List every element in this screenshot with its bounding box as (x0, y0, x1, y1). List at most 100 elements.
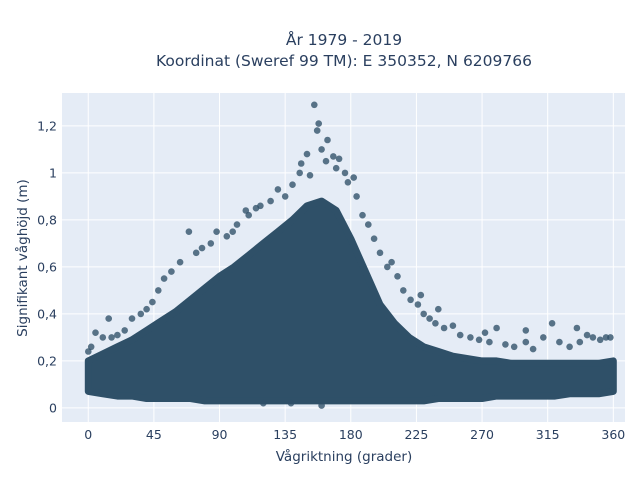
data-point (493, 324, 500, 332)
data-point (365, 221, 372, 228)
x-tick-label: 360 (601, 427, 625, 442)
data-point (137, 310, 145, 318)
data-point (350, 174, 358, 181)
data-point (105, 315, 112, 322)
data-point (573, 324, 581, 332)
x-tick-label: 225 (404, 427, 428, 442)
data-point (376, 249, 384, 257)
data-point (289, 181, 296, 188)
data-point (192, 249, 200, 257)
data-point (394, 273, 401, 280)
data-point (185, 228, 193, 235)
data-point (315, 120, 323, 127)
data-point (335, 155, 343, 163)
x-tick-label: 180 (339, 427, 363, 442)
data-point (252, 204, 260, 212)
data-point (486, 338, 493, 346)
data-point (318, 146, 325, 153)
x-tick-label: 135 (273, 427, 297, 442)
y-tick-label: 0 (49, 400, 57, 415)
data-point (229, 228, 236, 235)
dense-point-cloud (84, 197, 617, 405)
data-point (287, 399, 295, 407)
data-point (318, 402, 325, 409)
data-point (176, 258, 184, 266)
data-point (417, 291, 425, 299)
data-point (296, 169, 304, 177)
data-point (108, 334, 115, 341)
data-point (400, 287, 407, 294)
data-point (324, 136, 331, 144)
data-point (589, 334, 597, 341)
data-point (213, 228, 220, 235)
data-point (198, 244, 206, 252)
data-point (384, 263, 391, 271)
data-points (85, 101, 614, 409)
y-tick-label: 1 (49, 165, 57, 180)
y-axis-title: Signifikant våghöjd (m) (14, 179, 31, 337)
y-tick-label: 0,6 (37, 259, 57, 274)
x-tick-label: 270 (470, 427, 494, 442)
y-tick-label: 0,2 (37, 353, 57, 368)
data-point (306, 172, 314, 179)
data-point (583, 331, 591, 339)
data-point (481, 329, 489, 337)
data-point (607, 334, 614, 341)
data-point (322, 157, 330, 165)
x-axis-title: Vågriktning (grader) (276, 448, 413, 465)
data-point (359, 211, 366, 219)
data-point (143, 305, 150, 313)
data-point (85, 348, 92, 355)
data-point (114, 331, 121, 339)
data-point (420, 310, 428, 318)
data-point (233, 221, 241, 228)
data-point (432, 320, 439, 327)
data-point (449, 322, 457, 330)
data-point (121, 327, 128, 334)
x-tick-label: 0 (84, 427, 92, 442)
data-point (576, 338, 584, 346)
data-point (388, 258, 395, 266)
data-point (160, 275, 168, 282)
data-point (303, 150, 311, 158)
data-point (353, 193, 360, 200)
data-point (223, 233, 231, 240)
y-tick-label: 0,8 (37, 212, 57, 227)
data-point (522, 338, 530, 346)
y-tick-label: 1,2 (37, 118, 57, 133)
data-point (332, 164, 340, 172)
data-point (274, 186, 282, 193)
data-point (155, 287, 162, 294)
chart-title: År 1979 - 2019 (286, 30, 402, 49)
data-point (529, 345, 537, 353)
data-point (556, 338, 563, 346)
data-point (435, 305, 442, 313)
chart-subtitle: Koordinat (Sweref 99 TM): E 350352, N 62… (156, 52, 532, 70)
data-point (548, 320, 556, 327)
data-point (99, 334, 107, 341)
data-cloud (84, 197, 617, 405)
data-point (311, 101, 318, 109)
data-point (440, 324, 448, 332)
data-point (168, 268, 175, 275)
data-point (128, 315, 136, 322)
x-tick-label: 45 (146, 427, 162, 442)
data-point (540, 334, 547, 341)
data-point (596, 336, 604, 344)
data-point (426, 315, 433, 322)
data-point (407, 296, 414, 304)
y-axis-ticks: 0 0,2 0,4 0,6 0,8 1 1,2 (37, 118, 57, 415)
data-point (207, 240, 215, 247)
data-point (149, 298, 156, 306)
data-point (260, 399, 267, 407)
data-point (297, 160, 305, 167)
data-point (414, 301, 422, 308)
x-axis-ticks: 0 45 90 135 180 225 270 315 360 (84, 427, 625, 442)
data-point (92, 329, 99, 337)
data-point (313, 127, 321, 134)
x-tick-label: 90 (212, 427, 228, 442)
data-point (467, 334, 474, 341)
data-point (522, 327, 530, 334)
data-point (456, 331, 464, 339)
